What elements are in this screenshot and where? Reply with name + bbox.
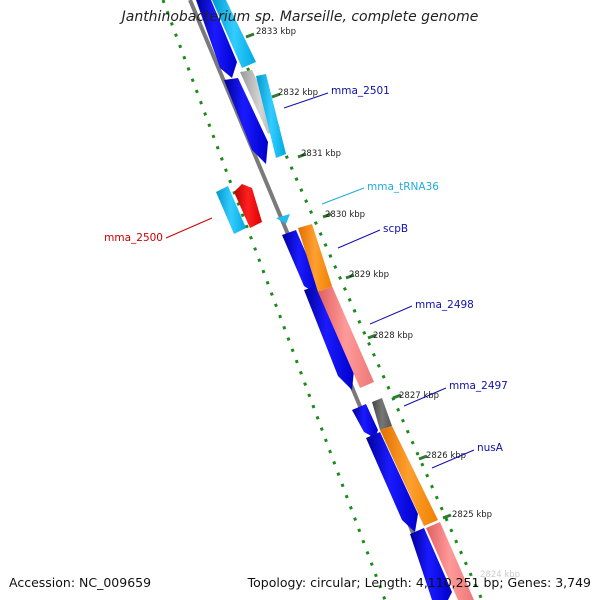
label-leader: [431, 449, 475, 469]
gene-feature: [352, 404, 378, 438]
tick-marks: [245, 32, 452, 520]
tick-label: 2832 kbp: [278, 88, 318, 98]
gene-feature: [410, 528, 452, 600]
label-leader: [337, 229, 381, 249]
gene-label: nusA: [477, 442, 504, 454]
gene-feature: [318, 286, 374, 388]
trna-feature: [276, 214, 290, 224]
label-leader: [165, 217, 213, 239]
tick-label: 2825 kbp: [452, 510, 492, 520]
gene-feature: [372, 398, 392, 430]
gene-feature: [426, 522, 474, 600]
gene-feature: [298, 224, 332, 292]
map-title: Janthinobacterium sp. Marseille, complet…: [121, 9, 479, 25]
tick-label: 2827 kbp: [399, 391, 439, 401]
accession-text: Accession: NC_009659: [9, 575, 152, 590]
tick-label: 2829 kbp: [349, 270, 389, 280]
gene-feature: [282, 230, 320, 294]
cds-track-blue: [196, 0, 452, 600]
gene-label: mma_2500: [104, 232, 163, 244]
tick-label: 2833 kbp: [256, 27, 296, 37]
label-leader: [369, 305, 413, 325]
tick-label: 2830 kbp: [325, 210, 365, 220]
gene-feature: [380, 426, 438, 526]
genome-summary-text: Topology: circular; Length: 4,110,251 bp…: [247, 575, 591, 590]
gene-feature: [366, 432, 418, 532]
gene-label: mma_2501: [331, 85, 390, 97]
gene-label: mma_2498: [415, 299, 474, 311]
gene-label: mma_tRNA36: [367, 181, 439, 193]
gene-feature: [234, 184, 262, 228]
tick-label: 2831 kbp: [301, 149, 341, 159]
gene-feature: [196, 0, 237, 78]
tick-label: 2824 kbp: [480, 570, 520, 580]
label-leader: [321, 187, 365, 205]
gene-feature: [304, 286, 354, 390]
gene-feature: [216, 186, 246, 234]
label-leader: [283, 92, 329, 109]
gene-label: scpB: [383, 223, 408, 235]
gene-feature: [212, 0, 256, 68]
gene-feature: [256, 74, 286, 158]
tick-label: 2826 kbp: [426, 451, 466, 461]
gene-feature: [224, 78, 268, 164]
label-leader: [403, 387, 447, 407]
gene-label: mma_2497: [449, 380, 508, 392]
tick-label: 2828 kbp: [373, 331, 413, 341]
